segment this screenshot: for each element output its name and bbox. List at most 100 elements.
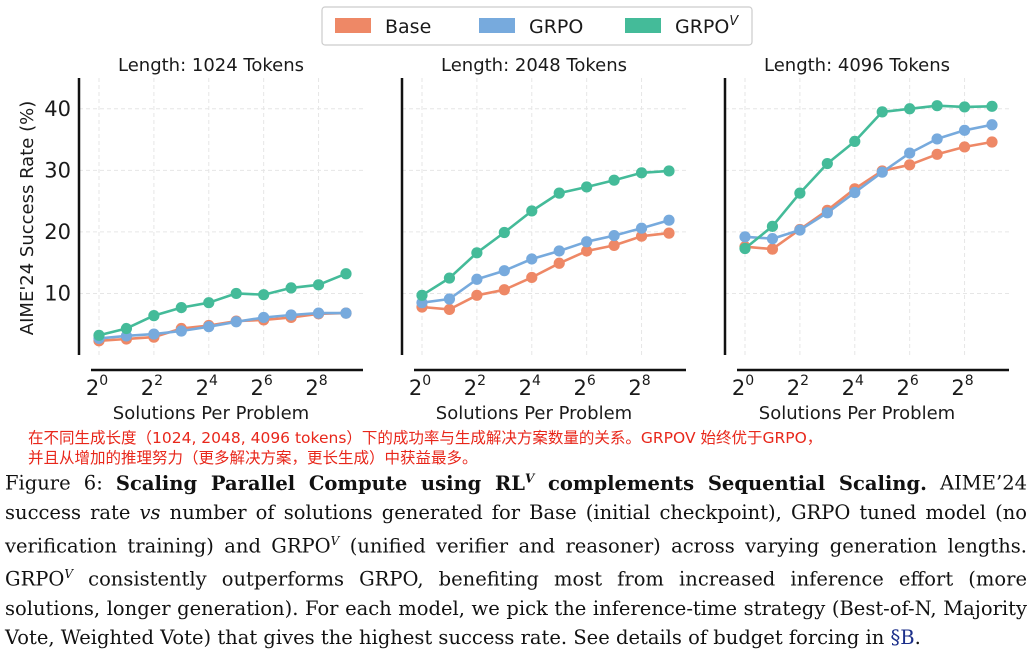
caption-title-a: Scaling Parallel Compute using RL — [115, 471, 525, 495]
data-point-grpov — [821, 157, 833, 170]
chinese-annotation: 在不同生成长度（1024, 2048, 4096 tokens）下的成功率与生成… — [28, 428, 1028, 468]
annotation-line-2: 并且从增加的推理努力（更多解决方案，更长生成）中获益最多。 — [28, 449, 478, 467]
data-point-grpo — [553, 245, 565, 257]
caption-title-sup: V — [524, 471, 535, 485]
data-point-grpo — [635, 222, 648, 234]
data-point-grpo — [312, 307, 325, 319]
data-point-base — [904, 159, 916, 171]
caption-ref-link[interactable]: §B — [890, 625, 915, 649]
x-tick-label: 26 — [574, 373, 596, 400]
data-point-base — [498, 284, 510, 296]
data-point-grpov — [471, 247, 483, 259]
x-tick-label: 22 — [464, 373, 486, 400]
data-point-grpo — [986, 119, 998, 131]
caption-sup-1: V — [330, 533, 340, 548]
x-tick-label: 24 — [842, 373, 864, 400]
legend-label-grpov-base: GRPO — [675, 16, 729, 38]
data-point-grpo — [876, 166, 888, 178]
legend-label-base: Base — [385, 16, 431, 38]
x-tick-exp: 4 — [209, 373, 218, 389]
data-point-grpov — [581, 181, 593, 193]
panel-title: Length: 2048 Tokens — [441, 55, 627, 76]
x-tick-label: 20 — [86, 373, 108, 400]
x-axis-label: Solutions Per Problem — [759, 403, 955, 424]
series-line-grpo — [421, 218, 670, 304]
legend-label-grpov: GRPOV — [675, 14, 739, 38]
x-tick-label: 20 — [409, 373, 431, 400]
x-tick-base: 2 — [951, 376, 964, 400]
data-point-grpov — [203, 297, 215, 309]
data-point-grpo — [766, 233, 779, 245]
x-tick-exp: 6 — [587, 373, 596, 389]
x-tick-base: 2 — [86, 376, 99, 400]
data-point-grpov — [175, 302, 187, 314]
x-tick-label: 28 — [628, 373, 650, 400]
data-point-grpo — [794, 224, 806, 236]
data-point-grpov — [958, 101, 971, 113]
data-point-grpov — [931, 100, 943, 112]
data-point-base — [553, 257, 565, 269]
y-tick-label: 30 — [44, 158, 71, 182]
caption-seg-4: consistently outperforms GRPO, benefitin… — [5, 567, 1027, 649]
x-tick-exp: 8 — [965, 373, 974, 389]
x-tick-exp: 8 — [642, 373, 651, 389]
legend-label-grpov-sup: V — [729, 14, 739, 29]
annotation-line-1: 在不同生成长度（1024, 2048, 4096 tokens）下的成功率与生成… — [28, 429, 823, 447]
caption-bold-title: Scaling Parallel Compute using RLV compl… — [115, 471, 927, 495]
x-tick-exp: 0 — [745, 373, 754, 389]
data-point-grpov — [443, 272, 456, 284]
x-tick-exp: 6 — [264, 373, 273, 389]
caption-end: . — [914, 625, 921, 649]
data-point-grpov — [340, 268, 352, 280]
data-point-grpo — [258, 311, 270, 324]
x-tick-exp: 2 — [477, 373, 486, 389]
data-point-grpov — [794, 187, 806, 199]
data-point-base — [986, 136, 998, 148]
data-point-grpo — [175, 325, 187, 337]
data-point-base — [443, 303, 456, 316]
data-point-grpo — [958, 124, 971, 136]
x-tick-base: 2 — [141, 376, 154, 400]
x-tick-base: 2 — [409, 376, 422, 400]
data-point-grpo — [340, 307, 352, 319]
x-tick-base: 2 — [519, 376, 532, 400]
figure-caption: Figure 6: Scaling Parallel Compute using… — [5, 464, 1027, 652]
x-tick-exp: 0 — [99, 373, 108, 389]
data-point-base — [958, 141, 971, 153]
x-tick-base: 2 — [251, 376, 264, 400]
data-point-grpov — [876, 106, 888, 118]
x-tick-label: 22 — [141, 373, 163, 400]
caption-seg-3: (unified verifier and reasoner) across v… — [5, 534, 1027, 591]
series-line-grpov — [421, 169, 670, 297]
x-tick-base: 2 — [732, 376, 745, 400]
data-point-base — [663, 227, 675, 239]
legend-label-grpo: GRPO — [529, 16, 583, 38]
data-point-grpo — [849, 186, 861, 199]
x-tick-exp: 2 — [800, 373, 809, 389]
data-point-base — [931, 148, 943, 160]
data-point-grpov — [986, 100, 998, 112]
data-point-grpov — [285, 282, 297, 294]
x-tick-base: 2 — [897, 376, 910, 400]
x-tick-exp: 8 — [319, 373, 328, 389]
data-point-grpov — [148, 310, 160, 322]
caption-title-b: complements Sequential Scaling. — [534, 471, 927, 495]
figure-chart: Base GRPO GRPOV AIME'24 Success Rate (%)… — [17, 6, 1009, 424]
data-point-grpo — [663, 214, 675, 226]
panel-title: Length: 4096 Tokens — [764, 55, 950, 76]
x-tick-label: 20 — [732, 373, 754, 400]
x-tick-base: 2 — [787, 376, 800, 400]
x-tick-label: 22 — [787, 373, 809, 400]
x-tick-label: 28 — [951, 373, 973, 400]
data-point-grpov — [663, 165, 675, 177]
legend-frame — [321, 6, 753, 46]
data-point-grpo — [230, 316, 242, 328]
data-point-base — [766, 243, 779, 255]
data-point-grpo — [739, 231, 751, 243]
series-line-grpo — [744, 123, 993, 240]
data-point-grpo — [443, 293, 456, 305]
x-tick-base: 2 — [196, 376, 209, 400]
series-line-base — [421, 231, 670, 311]
